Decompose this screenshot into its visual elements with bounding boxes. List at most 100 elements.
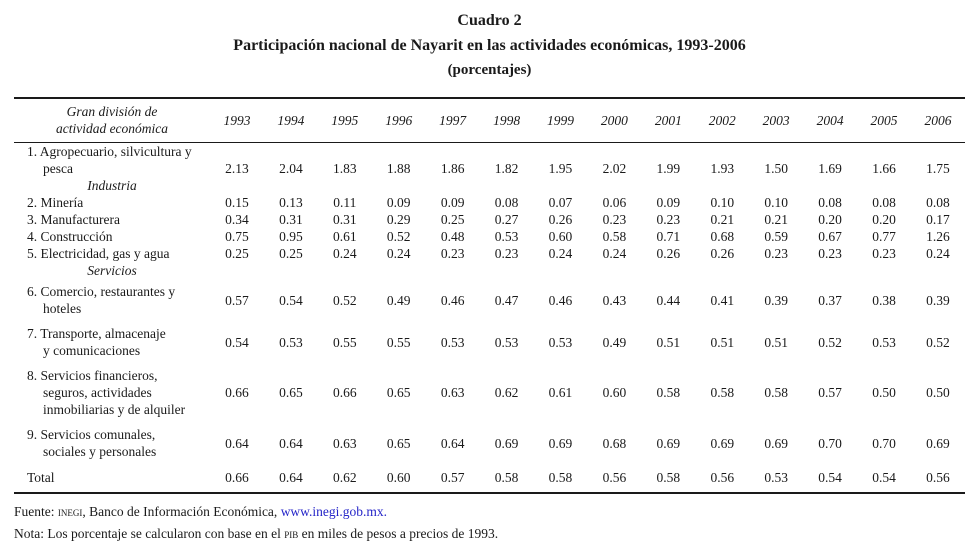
row-label: 1. Agropecuario, silvicultura y pesca <box>27 144 192 176</box>
value-cell: 0.60 <box>602 385 627 400</box>
value-cell: 2.13 <box>225 161 249 176</box>
value-cell: 0.53 <box>494 334 519 350</box>
value-cell: 0.34 <box>225 212 249 227</box>
value-cell: 0.13 <box>279 195 303 210</box>
value-cell: 0.15 <box>225 195 249 210</box>
value-cell: 0.58 <box>656 385 681 400</box>
value-cell: 0.68 <box>602 435 627 451</box>
value-cell: 0.26 <box>710 246 735 261</box>
value-cell: 0.56 <box>602 470 627 485</box>
value-cell: 0.24 <box>332 246 357 261</box>
value-cell: 0.64 <box>440 435 465 451</box>
section-spacer <box>210 177 965 194</box>
value-cell: 0.55 <box>386 334 411 350</box>
row-label: 5. Electricidad, gas y agua <box>27 246 170 261</box>
value-cell: 0.65 <box>386 385 411 400</box>
value-cell: 0.53 <box>279 334 303 350</box>
column-header-line1: Gran división de <box>66 104 158 119</box>
value-cell: 0.24 <box>926 246 950 261</box>
value-cell: 0.57 <box>440 470 465 485</box>
year-header-row: Gran división de actividad económica 199… <box>14 98 965 143</box>
value-cell: 0.58 <box>548 470 573 485</box>
value-cell: 0.47 <box>494 292 519 308</box>
value-cell: 0.09 <box>440 195 465 210</box>
value-cell: 0.69 <box>656 435 681 451</box>
inegi-link[interactable]: www.inegi.gob.mx. <box>280 504 388 519</box>
source-org: inegi <box>57 504 83 519</box>
value-cell: 0.57 <box>818 385 842 400</box>
value-cell: 0.75 <box>225 229 249 244</box>
row-financieros: 8. Servicios financieros, seguros, activi… <box>14 363 965 422</box>
value-cell: 0.63 <box>332 435 357 451</box>
section-industria: Industria <box>14 177 965 194</box>
value-cell: 0.24 <box>386 246 411 261</box>
value-cell: 0.61 <box>332 229 357 244</box>
value-cell: 0.11 <box>333 195 357 210</box>
value-cell: 0.26 <box>548 212 573 227</box>
note-suffix: en miles de pesos a precios de 1993. <box>298 526 499 541</box>
section-label: Servicios <box>87 263 137 278</box>
value-cell: 0.68 <box>710 229 735 244</box>
value-cell: 0.58 <box>656 470 681 485</box>
year-header-1995: 1995 <box>317 98 372 143</box>
caption-units: (porcentajes) <box>447 62 532 78</box>
value-cell: 0.49 <box>386 292 411 308</box>
value-cell: 0.77 <box>872 229 896 244</box>
value-cell: 0.25 <box>279 246 303 261</box>
value-cell: 0.95 <box>279 229 303 244</box>
value-cell: 0.69 <box>764 435 788 451</box>
value-cell: 0.07 <box>548 195 573 210</box>
value-cell: 0.65 <box>386 435 411 451</box>
value-cell: 0.52 <box>386 229 411 244</box>
value-cell: 0.29 <box>386 212 411 227</box>
value-cell: 0.69 <box>548 435 573 451</box>
value-cell: 0.58 <box>710 385 735 400</box>
value-cell: 0.58 <box>602 229 627 244</box>
value-cell: 0.61 <box>548 385 573 400</box>
value-cell: 0.20 <box>818 212 842 227</box>
value-cell: 0.43 <box>602 292 627 308</box>
row-label: 2. Minería <box>27 195 84 210</box>
value-cell: 0.53 <box>440 334 465 350</box>
value-cell: 0.44 <box>656 292 681 308</box>
value-cell: 0.69 <box>710 435 735 451</box>
value-cell: 1.26 <box>926 229 950 244</box>
row-label: 7. Transporte, almacenaje y comunicacione… <box>27 326 166 358</box>
row-construccion: 4. Construcción 0.75 0.95 0.61 0.52 0.48 0.53 0… <box>14 228 965 245</box>
source-prefix: Fuente: <box>14 504 58 519</box>
value-cell: 0.25 <box>440 212 465 227</box>
value-cell: 0.09 <box>386 195 411 210</box>
row-label: 3. Manufacturera <box>27 212 120 227</box>
value-cell: 1.75 <box>926 161 950 176</box>
row-label: 8. Servicios financieros, seguros, activi… <box>27 368 186 417</box>
value-cell: 0.70 <box>818 435 842 451</box>
value-cell: 0.25 <box>225 246 249 261</box>
value-cell: 0.57 <box>225 292 249 308</box>
value-cell: 1.82 <box>494 161 519 176</box>
year-header-1998: 1998 <box>479 98 534 143</box>
value-cell: 0.70 <box>872 435 896 451</box>
value-cell: 0.51 <box>656 334 681 350</box>
row-transporte: 7. Transporte, almacenaje y comunicacione… <box>14 321 965 363</box>
value-cell: 0.67 <box>818 229 842 244</box>
value-cell: 0.39 <box>926 292 950 308</box>
year-header-1999: 1999 <box>533 98 588 143</box>
value-cell: 0.66 <box>225 385 249 400</box>
value-cell: 1.99 <box>656 161 681 176</box>
value-cell: 0.23 <box>656 212 681 227</box>
section-label: Industria <box>87 178 137 193</box>
row-agropecuario: 1. Agropecuario, silvicultura y pesca 2.13… <box>14 143 965 178</box>
value-cell: 0.69 <box>494 435 519 451</box>
value-cell: 0.23 <box>494 246 519 261</box>
value-cell: 0.08 <box>494 195 519 210</box>
value-cell: 0.50 <box>872 385 896 400</box>
value-cell: 0.65 <box>279 385 303 400</box>
value-cell: 0.10 <box>764 195 788 210</box>
year-header-2001: 2001 <box>641 98 696 143</box>
year-header-1996: 1996 <box>371 98 426 143</box>
note-prefix: Nota: Los porcentaje se calcularon con b… <box>14 526 285 541</box>
value-cell: 0.52 <box>926 334 950 350</box>
value-cell: 1.86 <box>440 161 465 176</box>
value-cell: 0.23 <box>440 246 465 261</box>
